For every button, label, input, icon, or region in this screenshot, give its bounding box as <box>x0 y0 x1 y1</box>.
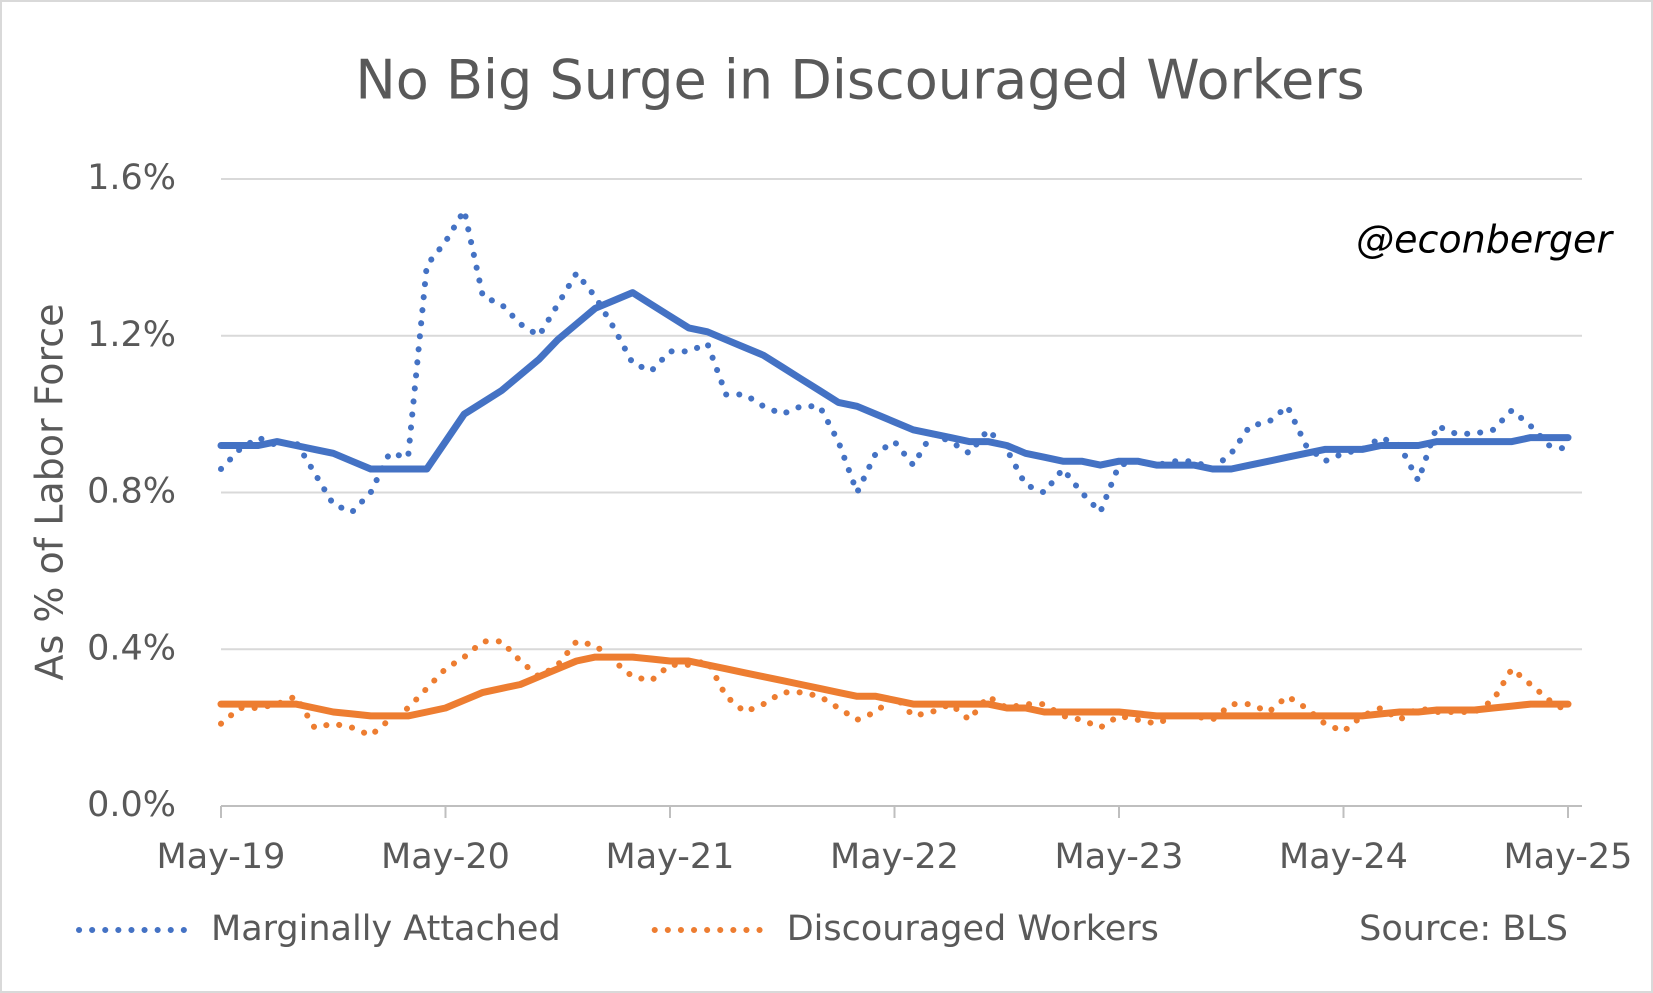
y-tick-label: 0.8% <box>87 472 176 512</box>
x-tick-label: May-20 <box>381 837 510 877</box>
y-tick-label: 0.0% <box>87 785 176 825</box>
y-tick-label: 0.4% <box>87 628 176 668</box>
legend-label: Marginally Attached <box>211 909 561 949</box>
series-line <box>218 207 1571 516</box>
x-tick-label: May-24 <box>1279 837 1408 877</box>
y-tick-label: 1.6% <box>87 158 176 198</box>
x-tick-label: May-19 <box>157 837 286 877</box>
y-axis-label: As % of Labor Force <box>28 303 72 680</box>
x-tick-label: May-25 <box>1504 837 1633 877</box>
annotation: @econberger <box>1356 218 1614 262</box>
chart-title: No Big Surge in Discouraged Workers <box>355 49 1364 112</box>
series-line <box>217 289 1572 473</box>
x-tick-label: May-22 <box>830 837 959 877</box>
series-line <box>217 653 1572 720</box>
legend-label: Discouraged Workers <box>787 909 1159 949</box>
source-note: Source: BLS <box>1359 909 1568 949</box>
y-tick-label: 1.2% <box>87 315 176 355</box>
x-tick-label: May-21 <box>606 837 735 877</box>
x-tick-label: May-23 <box>1055 837 1184 877</box>
